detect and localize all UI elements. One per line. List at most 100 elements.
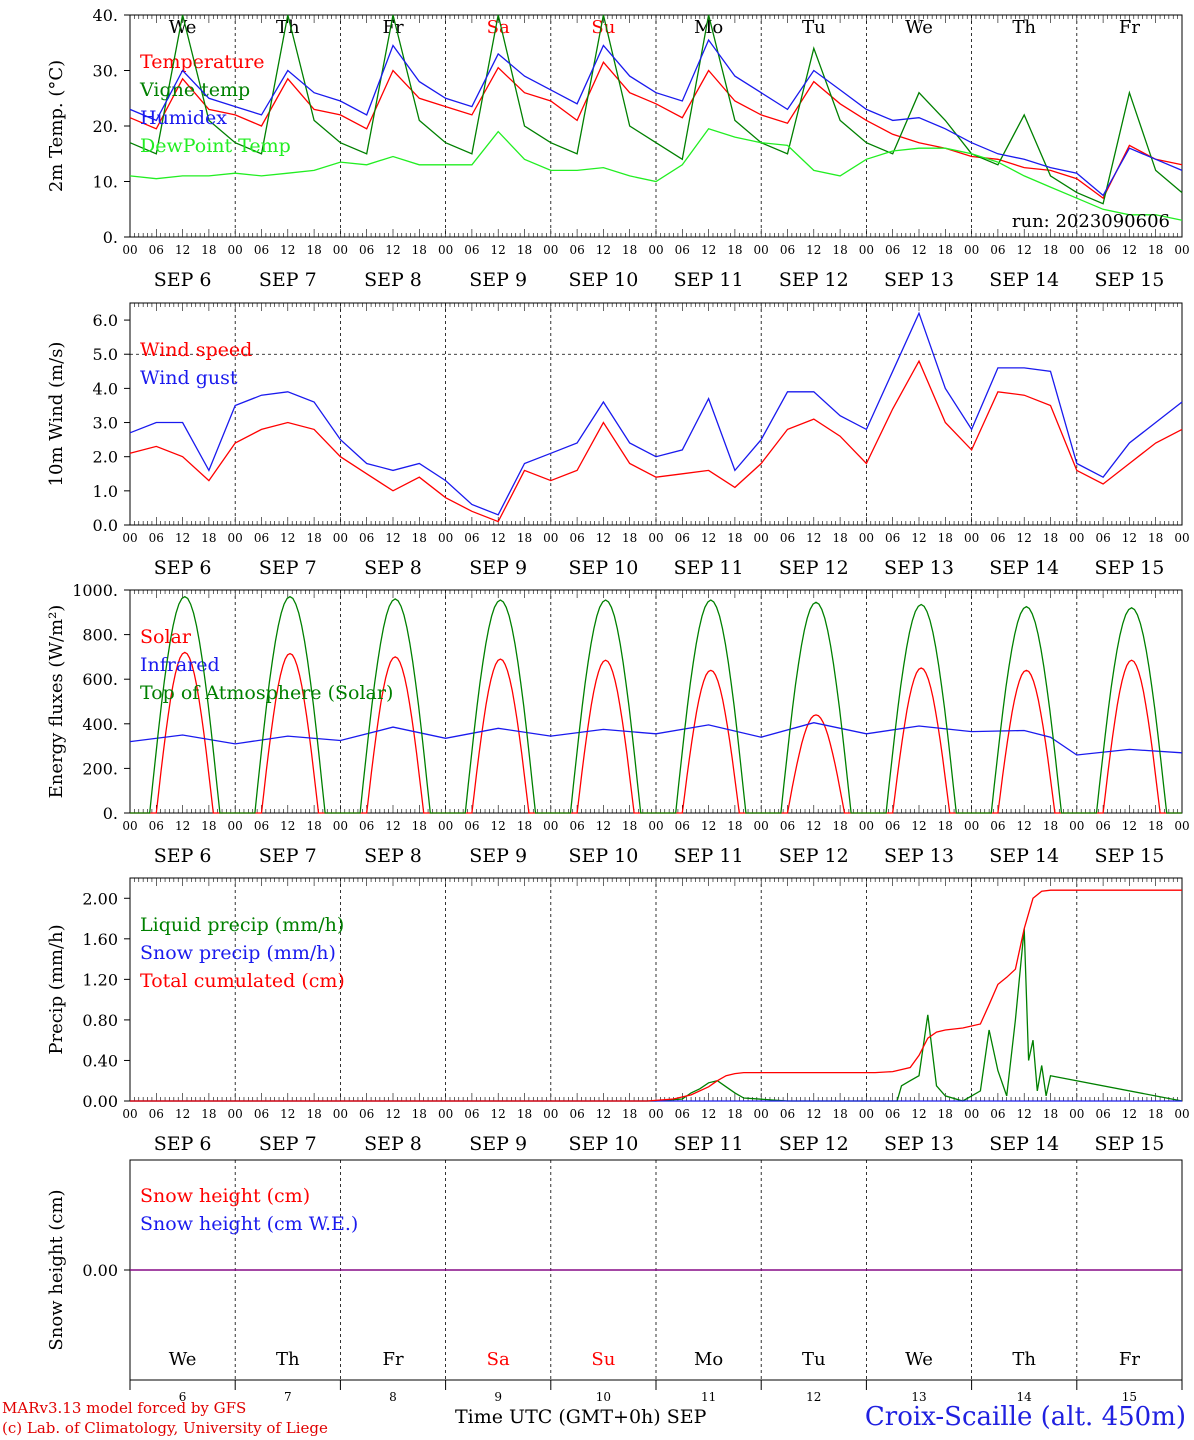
hour-tick-label: 12 [596,1107,611,1121]
hour-tick-label: 12 [491,819,506,833]
panel-4: 00 06 12 18 00 06 12 18 00 06 12 18 00 06 12 18 00 06 12 18… [46,877,1190,1155]
hour-tick-label: 18 [201,243,216,257]
date-label: SEP 14 [989,845,1059,867]
weekday-label: Th [1012,17,1036,38]
hour-tick-label: 12 [701,531,716,545]
hour-tick-label: 18 [517,1107,532,1121]
hour-tick-label: 12 [1017,1107,1032,1121]
legend-entry: Snow height (cm) [140,1185,310,1207]
hour-tick-label: 12 [385,531,400,545]
hour-tick-label: 06 [675,819,690,833]
hour-tick-label: 06 [569,819,584,833]
hour-tick-label: 06 [675,243,690,257]
hour-tick-label: 12 [175,243,190,257]
panel-2: 00 06 12 18 00 06 12 18 00 06 12 18 00 06 12 18 00 06 12 18… [46,302,1190,579]
hour-tick-label: 12 [596,819,611,833]
hour-tick-label: 00 [964,1107,979,1121]
hour-tick-label: 00 [122,243,137,257]
hour-tick-label: 12 [280,531,295,545]
y-tick-label: 800. [82,626,118,645]
date-label: SEP 15 [1094,557,1164,579]
date-label: SEP 8 [364,845,422,867]
date-label: SEP 7 [259,1133,317,1155]
weekday-label: Sa [487,1349,510,1370]
hour-tick-label: 06 [885,819,900,833]
hour-tick-label: 12 [1017,243,1032,257]
hour-tick-label: 06 [359,243,374,257]
y-tick-label: 20. [93,117,118,136]
day-number-label: 14 [1017,1390,1033,1404]
hour-tick-label: 06 [569,1107,584,1121]
hour-tick-label: 18 [306,819,321,833]
hour-tick-label: 18 [622,1107,637,1121]
hour-tick-label: 00 [648,1107,663,1121]
y-tick-label: 600. [82,670,118,689]
date-label: SEP 11 [674,557,744,579]
y-tick-label: 0.40 [82,1051,118,1070]
date-label: SEP 10 [568,269,638,291]
hour-tick-label: 00 [859,1107,874,1121]
hour-tick-label: 00 [333,1107,348,1121]
hour-tick-label: 06 [885,531,900,545]
hour-tick-label: 12 [701,819,716,833]
hour-tick-label: 12 [1017,531,1032,545]
hour-tick-label: 00 [228,1107,243,1121]
hour-tick-label: 00 [1069,243,1084,257]
hour-tick-label: 00 [543,1107,558,1121]
date-label: SEP 6 [154,845,212,867]
hour-tick-label: 00 [543,243,558,257]
hour-tick-label: 18 [1043,1107,1058,1121]
hour-tick-label: 18 [1043,819,1058,833]
hour-tick-label: 18 [938,243,953,257]
hour-tick-label: 00 [754,1107,769,1121]
hour-tick-label: 00 [333,819,348,833]
hour-tick-label: 18 [412,1107,427,1121]
hour-tick-label: 00 [122,531,137,545]
hour-tick-label: 18 [201,819,216,833]
hour-tick-label: 06 [464,819,479,833]
month-label: SEP [666,1406,707,1428]
date-label: SEP 13 [884,269,954,291]
hour-tick-label: 18 [727,531,742,545]
hour-tick-label: 06 [359,531,374,545]
weekday-label: We [169,17,197,38]
hour-tick-label: 18 [306,1107,321,1121]
hour-tick-label: 18 [727,819,742,833]
day-number-label: 6 [179,1390,187,1404]
hour-tick-label: 12 [1017,819,1032,833]
hour-tick-label: 12 [385,243,400,257]
series-line-red [129,61,1183,200]
weekday-label: Tu [802,17,826,38]
hour-tick-label: 00 [1174,1107,1189,1121]
date-label: SEP 9 [469,1133,527,1155]
day-number-label: 11 [701,1390,716,1404]
hour-tick-label: 06 [990,1107,1005,1121]
hour-tick-label: 18 [201,531,216,545]
hour-tick-label: 06 [254,1107,269,1121]
date-label: SEP 15 [1094,269,1164,291]
hour-tick-label: 18 [832,531,847,545]
hour-tick-label: 06 [885,243,900,257]
weekday-label: Fr [1119,1349,1140,1370]
date-label: SEP 11 [674,845,744,867]
legend-entry: Top of Atmosphere (Solar) [140,682,393,704]
series-line-blue [129,38,1183,197]
hour-tick-label: 06 [254,243,269,257]
model-credit: MARv3.13 model forced by GFS [2,1399,247,1417]
time-axis-title: Time UTC (GMT+0h) SEP [455,1406,706,1428]
date-label: SEP 7 [259,269,317,291]
hour-tick-label: 18 [1043,531,1058,545]
hour-tick-label: 12 [280,1107,295,1121]
weekday-label: Sa [487,17,510,38]
series-line-lightgreen [129,128,1183,221]
hour-tick-label: 00 [543,531,558,545]
hour-tick-label: 00 [859,819,874,833]
time-axis-title-text: Time UTC (GMT+0h) [455,1406,661,1428]
hour-tick-label: 00 [859,243,874,257]
y-tick-label: 0. [103,804,118,823]
hour-tick-label: 00 [122,1107,137,1121]
hour-tick-label: 06 [675,1107,690,1121]
hour-tick-label: 06 [780,531,795,545]
hour-tick-label: 12 [806,1107,821,1121]
